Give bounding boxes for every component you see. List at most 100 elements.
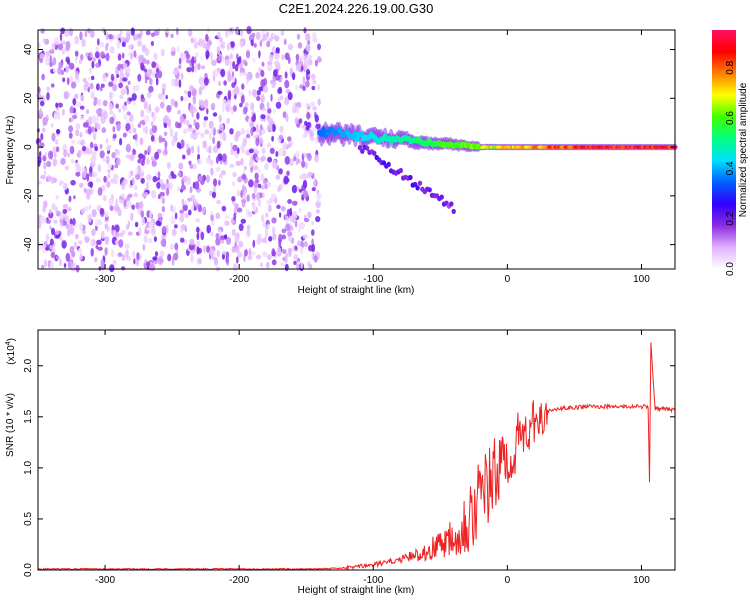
noise-blob [128, 97, 133, 102]
noise-blob [206, 224, 211, 234]
noise-blob [184, 212, 189, 219]
noise-blob [232, 171, 238, 178]
noise-blob [248, 89, 252, 97]
noise-blob [200, 100, 205, 109]
noise-blob [135, 166, 139, 175]
noise-blob [55, 102, 59, 108]
noise-blob [220, 44, 225, 49]
branch-blob [398, 167, 403, 174]
noise-blob [226, 256, 230, 266]
noise-blob [262, 85, 268, 93]
noise-blob [208, 131, 212, 141]
noise-blob [256, 123, 259, 133]
noise-blob [59, 212, 64, 221]
noise-blob [237, 147, 240, 155]
noise-blob [189, 85, 194, 92]
noise-blob [88, 213, 92, 223]
x-tick-label: -300 [95, 575, 115, 586]
noise-blob [101, 127, 107, 134]
noise-blob [75, 70, 79, 80]
noise-blob [284, 71, 288, 79]
noise-blob [275, 174, 281, 180]
noise-blob [99, 144, 103, 149]
noise-blob [245, 50, 251, 59]
noise-blob [297, 158, 301, 164]
noise-blob [111, 249, 114, 258]
spectrogram-x-ticks: -300 -200 -100 0 100 [95, 30, 650, 285]
noise-blob [232, 60, 236, 70]
noise-blob [196, 226, 200, 233]
noise-blob [238, 223, 244, 232]
noise-blob [96, 115, 99, 124]
noise-blob [221, 56, 225, 62]
noise-blob [276, 204, 281, 209]
noise-blob [244, 102, 249, 108]
noise-blob [128, 44, 133, 50]
noise-blob [132, 34, 139, 41]
noise-blob [88, 76, 91, 81]
noise-blob [87, 86, 90, 93]
noise-blob [46, 219, 52, 224]
noise-blob [239, 63, 243, 69]
noise-blob [278, 134, 284, 141]
noise-blob [283, 38, 287, 45]
noise-blob [166, 120, 170, 125]
noise-blob [182, 203, 188, 212]
noise-blob [252, 239, 256, 248]
noise-blob [150, 156, 155, 162]
noise-blob [170, 204, 173, 212]
noise-blob [133, 85, 136, 93]
noise-blob [210, 214, 214, 222]
noise-blob [183, 128, 187, 135]
noise-blob [213, 178, 218, 187]
noise-blob [127, 231, 133, 236]
noise-blob [65, 41, 71, 50]
noise-blob [157, 213, 163, 219]
noise-blob [292, 104, 296, 112]
noise-blob [316, 189, 320, 195]
noise-blob [137, 73, 142, 82]
noise-blob [66, 207, 72, 212]
noise-blob [97, 219, 103, 226]
noise-blob [292, 200, 298, 206]
noise-blob [77, 149, 82, 159]
noise-blob [128, 129, 133, 134]
noise-blob [86, 173, 90, 182]
noise-blob [200, 55, 203, 61]
noise-blob [188, 127, 194, 132]
noise-blob [121, 104, 126, 110]
noise-blob [154, 106, 160, 113]
noise-blob [155, 77, 159, 86]
noise-blob [260, 79, 266, 88]
noise-blob [174, 242, 179, 251]
noise-blob [284, 263, 289, 272]
noise-blob [271, 226, 276, 235]
noise-blob [106, 42, 109, 48]
branch-blob [386, 161, 391, 167]
noise-blob [37, 220, 42, 229]
noise-blob [68, 62, 75, 70]
noise-blob [136, 252, 140, 261]
noise-blob [103, 175, 107, 183]
spectrogram-x-axis-label: Height of straight line (km) [298, 285, 415, 296]
noise-blob [119, 68, 124, 74]
colorbar-ticks: 0.0 0.2 0.4 0.6 0.8 [725, 60, 736, 276]
noise-blob [130, 170, 134, 177]
noise-blob [126, 66, 131, 75]
noise-blob [297, 240, 301, 247]
noise-blob [226, 117, 230, 124]
noise-blob [210, 103, 216, 109]
noise-blob [112, 260, 117, 265]
noise-blob [206, 157, 211, 164]
noise-blob [172, 252, 179, 261]
noise-blob [303, 241, 308, 248]
noise-blob [91, 126, 95, 133]
noise-blob [69, 225, 75, 235]
noise-blob [211, 191, 217, 199]
noise-blob [123, 113, 128, 121]
noise-blob [134, 221, 139, 228]
noise-blob [99, 207, 105, 215]
noise-blob [200, 132, 205, 139]
noise-blob [222, 251, 227, 256]
noise-blob [222, 132, 227, 142]
